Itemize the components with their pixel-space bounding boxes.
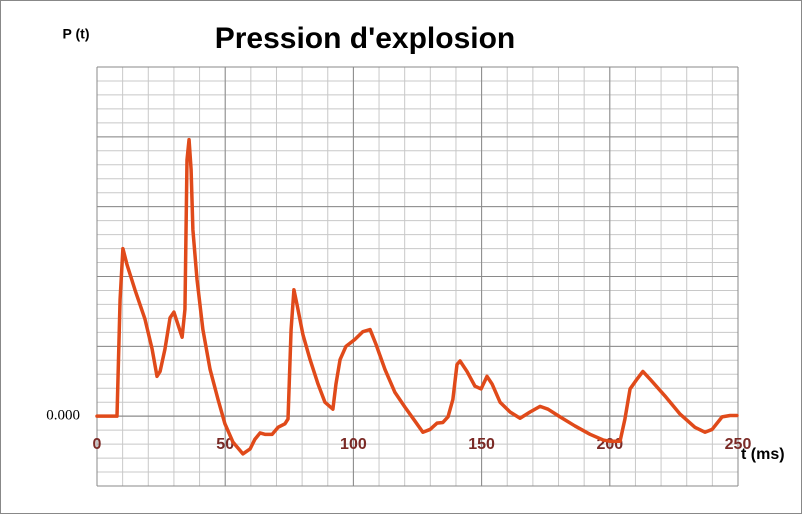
x-tick-label: 150 bbox=[468, 436, 495, 453]
y-tick-label: 0.000 bbox=[46, 408, 80, 424]
data-line bbox=[95, 137, 739, 456]
y-axis-label: P (t) bbox=[63, 26, 90, 42]
x-tick-label: 250 bbox=[725, 436, 752, 453]
grid bbox=[96, 66, 739, 487]
x-tick-label: 50 bbox=[216, 436, 234, 453]
x-tick-label: 0 bbox=[93, 436, 102, 453]
x-tick-label: 100 bbox=[340, 436, 367, 453]
chart-title: Pression d'explosion bbox=[215, 22, 516, 55]
x-axis-label: t (ms) bbox=[741, 446, 785, 463]
